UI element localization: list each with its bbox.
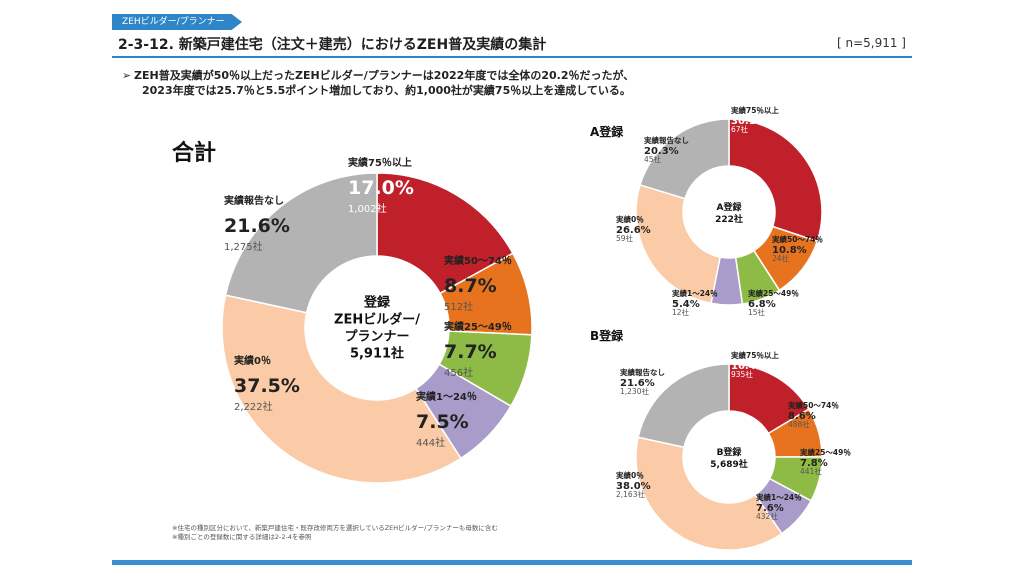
- category-label-2-1: 実績50～74％: [788, 400, 839, 410]
- footer-bar: [112, 560, 912, 565]
- category-label-0-5: 実績報告なし: [224, 194, 284, 207]
- value-label-0-0: 17.0%: [348, 177, 414, 199]
- chart-title-0: 合計: [172, 140, 216, 166]
- slice-1-4: [635, 183, 721, 305]
- category-label-1-1: 実績50～74％: [772, 234, 823, 244]
- value-label-1-1: 10.8%: [772, 245, 807, 256]
- count-label-0-4: 2,222社: [234, 400, 273, 413]
- value-label-1-4: 26.6%: [616, 225, 651, 236]
- slide: ZEHビルダー/プランナー 2-3-12. 新築戸建住宅（注文＋建売）におけるZ…: [112, 12, 912, 568]
- category-label-1-4: 実績0％: [616, 214, 644, 224]
- center-label-2-1: 5,689社: [710, 458, 747, 470]
- summary-line-2: 2023年度では25.7％と5.5ポイント増加しており、約1,000社が実績75…: [142, 84, 631, 97]
- value-label-2-5: 21.6%: [620, 378, 655, 389]
- slice-0-4: [221, 294, 462, 484]
- center-label-0-0: 登録: [363, 295, 391, 311]
- value-label-0-4: 37.5%: [234, 375, 300, 397]
- footnote-1: ※住宅の種別区分において、新築戸建住宅・既存改修両方を選択しているZEHビルダー…: [172, 524, 498, 532]
- category-tag: ZEHビルダー/プランナー: [112, 14, 242, 30]
- slice-0-0: [376, 172, 514, 295]
- center-label-0-3: 5,911社: [350, 346, 404, 362]
- category-label-1-2: 実績25～49％: [748, 288, 799, 298]
- count-label-1-3: 12社: [672, 307, 690, 317]
- value-label-2-1: 8.6%: [788, 411, 816, 422]
- count-label-0-3: 444社: [416, 436, 445, 449]
- count-label-1-2: 15社: [748, 307, 766, 317]
- header-bar: 2-3-12. 新築戸建住宅（注文＋建売）におけるZEH普及実績の集計 [ n=…: [112, 32, 912, 58]
- category-label-0-4: 実績0％: [234, 354, 271, 367]
- count-label-2-4: 2,163社: [616, 489, 645, 499]
- slice-1-0: [728, 118, 823, 243]
- category-label-2-2: 実績25～49％: [800, 447, 851, 457]
- count-label-2-3: 432社: [756, 511, 778, 521]
- category-label-2-5: 実績報告なし: [620, 367, 665, 377]
- count-label-2-0: 935社: [731, 369, 753, 379]
- slice-0-5: [224, 172, 378, 314]
- footnotes: ※住宅の種別区分において、新築戸建住宅・既存改修両方を選択しているZEHビルダー…: [172, 524, 498, 542]
- value-label-0-5: 21.6%: [224, 215, 290, 237]
- slice-2-5: [637, 363, 730, 449]
- count-label-0-1: 512社: [444, 300, 473, 313]
- count-label-0-2: 456社: [444, 366, 473, 379]
- value-label-1-2: 6.8%: [748, 299, 776, 310]
- category-label-0-2: 実績25～49％: [444, 320, 512, 333]
- category-label-2-3: 実績1～24％: [756, 492, 802, 502]
- value-label-0-2: 7.7%: [444, 341, 497, 363]
- count-label-1-1: 24社: [772, 253, 790, 263]
- donut-charts: 合計登録ZEHビルダー/プランナー5,911社実績75％以上17.0%1,002…: [172, 105, 851, 551]
- count-label-1-4: 59社: [616, 233, 634, 243]
- center-label-0-2: プランナー: [344, 330, 409, 345]
- value-label-2-0: 16.4%: [731, 361, 766, 372]
- chart-title-2: B登録: [590, 328, 624, 343]
- center-label-2-0: B登録: [717, 446, 743, 458]
- category-label-1-0: 実績75％以上: [731, 105, 779, 115]
- category-label-0-1: 実績50～74％: [444, 254, 512, 267]
- value-label-0-1: 8.7%: [444, 275, 497, 297]
- count-label-0-0: 1,002社: [348, 202, 387, 215]
- center-label-1-0: A登録: [717, 201, 743, 213]
- count-label-1-0: 67社: [731, 124, 749, 134]
- count-label-0-5: 1,275社: [224, 240, 263, 253]
- value-label-0-3: 7.5%: [416, 411, 469, 433]
- category-label-0-0: 実績75％以上: [348, 156, 412, 169]
- bullet-arrow-icon: ➢: [122, 69, 132, 82]
- value-label-2-4: 38.0%: [616, 481, 651, 492]
- category-label-1-5: 実績報告なし: [644, 135, 689, 145]
- value-label-1-0: 30.1%: [731, 116, 766, 127]
- category-label-0-3: 実績1～24％: [416, 390, 477, 403]
- footnote-2: ※種別ごとの登録数に関する詳細は2-2-4を参照: [172, 533, 312, 541]
- category-label-1-3: 実績1～24％: [672, 288, 718, 298]
- value-label-2-2: 7.8%: [800, 458, 828, 469]
- sample-size-label: [ n=5,911 ]: [836, 36, 906, 50]
- center-label-1-1: 222社: [715, 213, 743, 225]
- slice-1-5: [639, 118, 730, 200]
- value-label-1-5: 20.3%: [644, 146, 679, 157]
- category-label-2-0: 実績75％以上: [731, 350, 779, 360]
- value-label-1-3: 5.4%: [672, 299, 700, 310]
- count-label-1-5: 45社: [644, 154, 662, 164]
- count-label-2-1: 488社: [788, 419, 810, 429]
- category-label-2-4: 実績0％: [616, 470, 644, 480]
- summary-text: ➢ ZEH普及実績が50％以上だったZEHビルダー/プランナーは2022年度では全…: [122, 68, 902, 98]
- page-title: 2-3-12. 新築戸建住宅（注文＋建売）におけるZEH普及実績の集計: [118, 37, 547, 53]
- summary-line-1: ZEH普及実績が50％以上だったZEHビルダー/プランナーは2022年度では全体…: [134, 69, 635, 82]
- center-label-0-1: ZEHビルダー/: [334, 312, 420, 328]
- value-label-2-3: 7.6%: [756, 503, 784, 514]
- count-label-2-5: 1,230社: [620, 386, 649, 396]
- slice-2-4: [635, 436, 783, 551]
- chart-title-1: A登録: [590, 124, 624, 139]
- count-label-2-2: 441社: [800, 466, 822, 476]
